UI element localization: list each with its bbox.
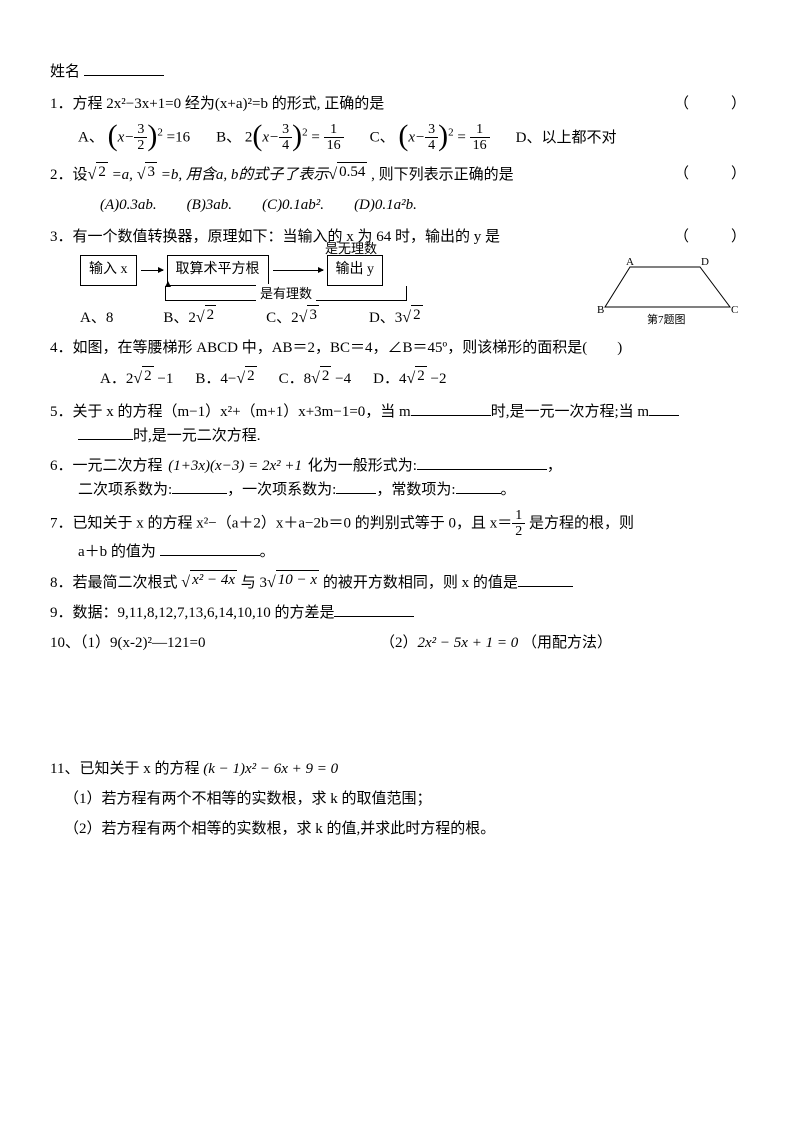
q1-A[interactable]: A、 (x−32)2 =16 [78,122,190,154]
q5-num: 5． [50,404,73,420]
q2-D[interactable]: (D)0.1a²b. [354,193,417,217]
q6-blank1[interactable] [417,455,547,470]
q4-options: A．2√2 −1 B．4−√2 C．8√2 −4 D．4√2 −2 [100,366,750,392]
q11-num: 11、 [50,761,79,777]
q3-text: 有一个数值转换器，原理如下：当输入的 x 为 64 时，输出的 y 是 [73,229,501,245]
question-3: 3．有一个数值转换器，原理如下：当输入的 x 为 64 时，输出的 y 是 （ … [50,225,750,249]
q2-options: (A)0.3ab. (B)3ab. (C)0.1ab². (D)0.1a²b. [100,193,750,217]
q10-part2-label: （2） [380,635,418,651]
q2-num: 2． [50,167,73,183]
q11-sub1: （1）若方程有两个不相等的实数根，求 k 的取值范围； [64,787,750,811]
arrow-icon [273,270,323,271]
trap-D: D [701,256,709,268]
trapezoid-figure: A D B C 第7题图 [595,255,740,327]
q1-C[interactable]: C、 (x−34)2 = 116 [370,122,490,154]
q10-part2-tail: （用配方法） [522,635,612,651]
name-blank[interactable] [84,61,164,76]
q9-text: 数据：9,11,8,12,7,13,6,14,10,10 的方差是 [73,605,335,621]
trap-C: C [731,304,738,316]
q2-A[interactable]: (A)0.3ab. [100,193,157,217]
q5-blank1[interactable] [411,401,491,416]
q3-num: 3． [50,229,73,245]
q5-blank2a[interactable] [649,401,679,416]
q1-B[interactable]: B、 2(x−34)2 = 116 [216,122,344,154]
question-8: 8．若最简二次根式 √x² − 4x 与 3√10 − x 的被开方数相同，则 … [50,570,750,596]
q4-num: 4． [50,340,73,356]
q10-part1: （1）9(x-2)²—121=0 [80,635,205,651]
q6-blank2[interactable] [172,479,227,494]
arrow-icon [141,270,163,271]
q10-num: 10、 [50,635,80,651]
question-5: 5．关于 x 的方程（m−1）x²+（m+1）x+3m−1=0，当 m时,是一元… [50,400,750,448]
trap-A: A [626,256,634,268]
q6-eq: (1+3x)(x−3) = 2x² +1 [166,458,304,474]
q4-A[interactable]: A．2√2 −1 [100,366,173,392]
q4-D[interactable]: D．4√2 −2 [373,366,446,392]
q6-blank3[interactable] [336,479,376,494]
question-9: 9．数据：9,11,8,12,7,13,6,14,10,10 的方差是 [50,601,750,625]
question-7: 7．已知关于 x 的方程 x²−（a＋2）x＋a−2b＝0 的判别式等于 0，且… [50,508,750,564]
q3-B[interactable]: B、2√2 [163,305,216,331]
name-label: 姓名 [50,64,80,80]
q6-num: 6． [50,458,73,474]
q4-C[interactable]: C．8√2 −4 [279,366,352,392]
q1-num: 1． [50,96,73,112]
question-11: 11、已知关于 x 的方程 (k − 1)x² − 6x + 9 = 0 [50,757,750,781]
question-10: 10、（1）9(x-2)²—121=0 （2）2x² − 5x + 1 = 0 … [50,631,750,655]
flow-label-irrational: 是无理数 [325,239,377,260]
q4-B[interactable]: B．4−√2 [195,366,256,392]
q11-eq: (k − 1)x² − 6x + 9 = 0 [203,761,338,777]
flow-box-sqrt: 取算术平方根 [167,255,269,285]
q11-sub2: （2）若方程有两个相等的实数根，求 k 的值,并求此时方程的根。 [64,817,750,841]
trap-caption: 第7题图 [647,312,686,326]
q6-blank4[interactable] [456,479,501,494]
trap-B: B [597,304,604,316]
q3-D[interactable]: D、3√2 [369,305,423,331]
q1-paren[interactable]: （ ） [674,92,750,116]
q8-blank[interactable] [518,572,573,587]
name-row: 姓名 [50,60,750,84]
q1-D[interactable]: D、以上都不对 [516,126,617,150]
q2-C[interactable]: (C)0.1ab². [262,193,324,217]
q9-blank[interactable] [334,602,414,617]
q5-blank2b[interactable] [78,425,133,440]
question-1: 1．方程 2x²−3x+1=0 经为(x+a)²=b 的形式, 正确的是 （ ） [50,92,750,116]
q2-paren[interactable]: （ ） [674,162,750,186]
q8-num: 8． [50,575,73,591]
q3-C[interactable]: C、2√3 [266,305,319,331]
question-6: 6．一元二次方程 (1+3x)(x−3) = 2x² +1 化为一般形式为:， … [50,454,750,502]
q3-paren[interactable]: （ ） [674,225,750,249]
q1-options: A、 (x−32)2 =16 B、 2(x−34)2 = 116 C、 (x−3… [78,122,750,154]
question-4: 4．如图，在等腰梯形 ABCD 中，AB＝2，BC＝4，∠B＝45º，则该梯形的… [50,336,750,360]
q2-B[interactable]: (B)3ab. [187,193,232,217]
flow-label-rational: 是有理数 [256,284,316,305]
q7-num: 7． [50,515,73,531]
q9-num: 9． [50,605,73,621]
question-2: 2．设√2 =a, √3 =b, 用含a, b的式子了表示√0.54 , 则下列… [50,162,750,188]
q4-text: 如图，在等腰梯形 ABCD 中，AB＝2，BC＝4，∠B＝45º，则该梯形的面积… [73,340,623,356]
flow-feedback: 是有理数 [165,286,407,301]
q1-text: 方程 2x²−3x+1=0 经为(x+a)²=b 的形式, 正确的是 [73,96,385,112]
q7-blank[interactable] [160,541,260,556]
flow-box-input: 输入 x [80,255,137,285]
q3-A[interactable]: A、8 [80,306,113,330]
q10-part2-eq: 2x² − 5x + 1 = 0 [418,635,519,651]
